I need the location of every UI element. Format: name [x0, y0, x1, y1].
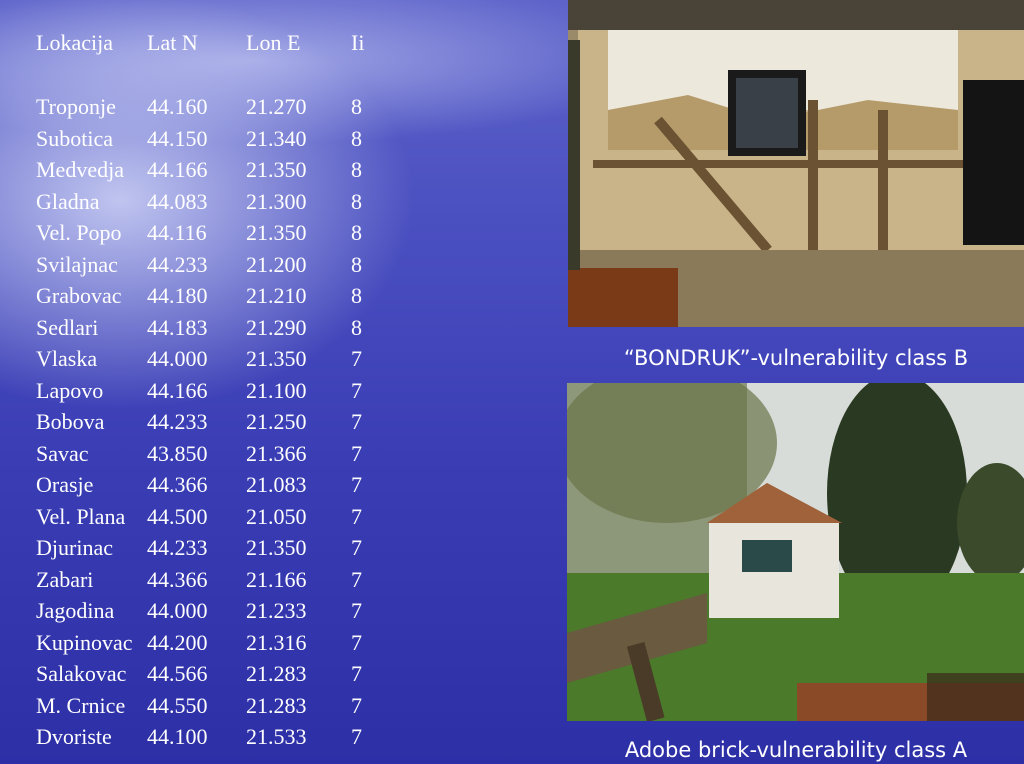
cell-lon: 21.340: [246, 125, 307, 151]
cell-lat: 44.233: [147, 409, 208, 434]
cell-location: Zabari: [36, 566, 94, 592]
cell-lon: 21.366: [246, 440, 307, 466]
cell-lon: 21.533: [246, 724, 307, 749]
cell-location: Jagodina: [36, 598, 115, 623]
cell-location: Gladna: [36, 188, 100, 214]
cell-intensity: 7: [351, 566, 362, 592]
cell-lon: 21.200: [246, 251, 307, 277]
cell-location: Kupinovac: [36, 629, 133, 655]
cell-lat: 44.160: [147, 94, 208, 119]
cell-lon: 21.270: [246, 94, 307, 119]
cell-intensity: 8: [351, 188, 362, 214]
cell-lon: 21.350: [246, 535, 307, 560]
cell-location: Salakovac: [36, 661, 127, 686]
cell-location: Lapovo: [36, 377, 104, 403]
cell-location: Vel. Plana: [36, 503, 126, 529]
adobe-house-photo: [567, 383, 1024, 721]
cell-location: Vel. Popo: [36, 220, 122, 245]
cell-location: Djurinac: [36, 535, 113, 560]
cell-lat: 44.500: [147, 503, 208, 529]
cell-lon: 21.166: [246, 566, 307, 592]
cell-location: M. Crnice: [36, 692, 126, 718]
cell-lon: 21.316: [246, 629, 307, 655]
cell-location: Subotica: [36, 125, 113, 151]
cell-lon: 21.350: [246, 220, 307, 245]
cell-lat: 44.366: [147, 566, 208, 592]
cell-intensity: 7: [351, 377, 362, 403]
cell-intensity: 7: [351, 409, 362, 434]
cell-intensity: 8: [351, 220, 362, 245]
cell-lat: 44.166: [147, 377, 208, 403]
cell-lat: 44.566: [147, 661, 208, 686]
cell-intensity: 7: [351, 503, 362, 529]
cell-intensity: 7: [351, 661, 362, 686]
cell-lat: 44.116: [147, 220, 207, 245]
cell-lat: 44.100: [147, 724, 208, 749]
cell-location: Sedlari: [36, 314, 99, 340]
cell-location: Bobova: [36, 409, 105, 434]
cell-lat: 44.550: [147, 692, 208, 718]
cell-intensity: 7: [351, 472, 362, 497]
cell-intensity: 8: [351, 125, 362, 151]
header-intensity: Ii: [351, 30, 365, 55]
cell-lat: 44.233: [147, 251, 208, 277]
cell-location: Orasje: [36, 472, 94, 497]
cell-lon: 21.300: [246, 188, 307, 214]
cell-location: Dvoriste: [36, 724, 112, 749]
cell-lat: 44.200: [147, 629, 208, 655]
top-photo-caption: “BONDRUK”-vulnerability class B: [623, 346, 969, 370]
cell-lat: 44.166: [147, 157, 208, 182]
cell-lon: 21.050: [246, 503, 307, 529]
cell-lat: 44.233: [147, 535, 208, 560]
cell-lat: 44.000: [147, 346, 208, 371]
cell-intensity: 7: [351, 346, 362, 371]
cell-lat: 44.150: [147, 125, 208, 151]
cell-lon: 21.290: [246, 314, 307, 340]
cell-location: Vlaska: [36, 346, 98, 371]
cell-location: Medvedja: [36, 157, 124, 182]
cell-lon: 21.100: [246, 377, 307, 403]
cell-lon: 21.350: [246, 157, 307, 182]
cell-intensity: 8: [351, 314, 362, 340]
header-lat: Lat N: [147, 30, 198, 55]
cell-intensity: 8: [351, 251, 362, 277]
cell-lat: 44.366: [147, 472, 208, 497]
bondruk-house-photo: [568, 0, 1024, 327]
cell-intensity: 7: [351, 535, 362, 560]
cell-lon: 21.350: [246, 346, 307, 371]
cell-intensity: 8: [351, 94, 362, 119]
cell-intensity: 7: [351, 440, 362, 466]
cell-location: Troponje: [36, 94, 116, 119]
cell-lat: 44.180: [147, 283, 208, 308]
cell-lon: 21.083: [246, 472, 307, 497]
cell-location: Savac: [36, 440, 89, 466]
cell-lat: 44.000: [147, 598, 208, 623]
cell-lat: 43.850: [147, 440, 208, 466]
cell-intensity: 7: [351, 598, 362, 623]
cell-lon: 21.250: [246, 409, 307, 434]
header-lon: Lon E: [246, 30, 301, 55]
cell-location: Svilajnac: [36, 251, 118, 277]
cell-location: Grabovac: [36, 283, 122, 308]
cell-intensity: 8: [351, 283, 362, 308]
cell-lon: 21.283: [246, 661, 307, 686]
cell-lon: 21.210: [246, 283, 307, 308]
bottom-photo-caption: Adobe brick-vulnerability class A: [624, 738, 968, 762]
header-location: Lokacija: [36, 30, 113, 55]
cell-lat: 44.183: [147, 314, 208, 340]
cell-lat: 44.083: [147, 188, 208, 214]
cell-intensity: 7: [351, 692, 362, 718]
cell-intensity: 7: [351, 629, 362, 655]
cell-lon: 21.233: [246, 598, 307, 623]
cell-lon: 21.283: [246, 692, 307, 718]
cell-intensity: 8: [351, 157, 362, 182]
cell-intensity: 7: [351, 724, 362, 749]
